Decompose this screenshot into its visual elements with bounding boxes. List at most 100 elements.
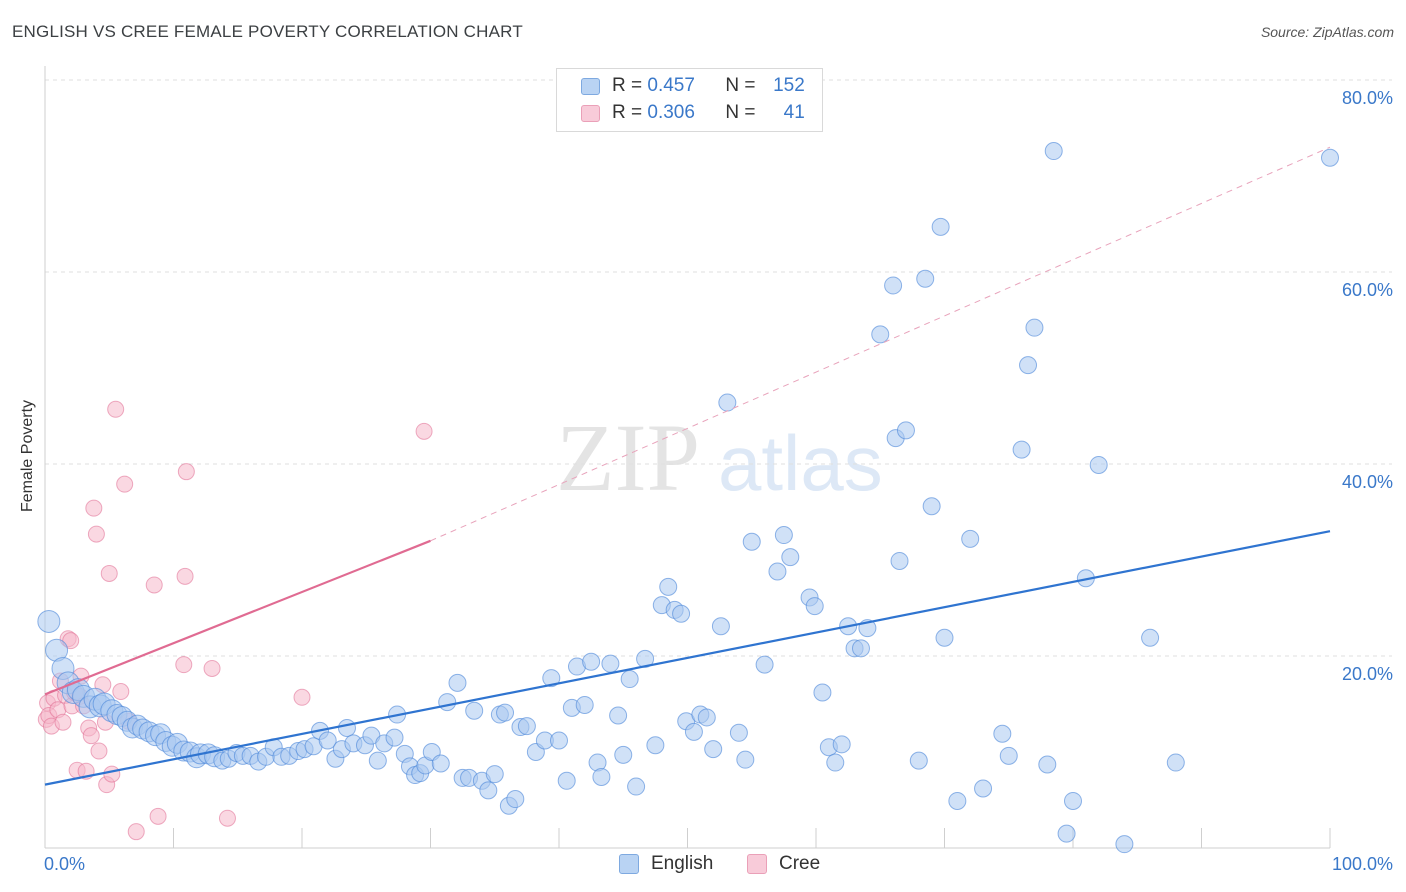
- cree-point: [90, 742, 108, 760]
- english-point: [318, 731, 337, 750]
- english-point: [1321, 148, 1339, 167]
- cree-point: [175, 656, 193, 674]
- cree-r-label: R =: [612, 102, 643, 123]
- cree-point: [87, 525, 105, 543]
- english-point: [805, 597, 824, 616]
- bottom-legend-cree: Cree: [747, 852, 820, 876]
- english-point: [506, 790, 525, 809]
- trend-lines: [44, 146, 1331, 786]
- cree-point: [103, 765, 121, 783]
- cree-legend-swatch: [747, 854, 767, 874]
- watermark: ZIP atlas: [556, 404, 883, 511]
- cree-n-label: N =: [725, 102, 756, 123]
- english-point: [711, 617, 730, 636]
- y-tick-label: 20.0%: [1342, 664, 1393, 684]
- english-point: [890, 551, 909, 570]
- english-point: [368, 751, 387, 770]
- english-point: [697, 708, 716, 727]
- english-point: [884, 276, 903, 295]
- cree-point: [116, 475, 134, 493]
- english-r-label: R =: [612, 75, 643, 96]
- english-point: [931, 217, 950, 236]
- english-swatch: [581, 77, 600, 95]
- cree-point: [127, 823, 145, 841]
- legend-row-english: R = 0.457 N = 152: [581, 74, 805, 98]
- english-point: [1012, 440, 1031, 459]
- english-point: [620, 670, 639, 689]
- english-point: [550, 731, 568, 750]
- y-tick-label: 80.0%: [1342, 88, 1393, 108]
- english-point: [774, 526, 793, 545]
- cree-trend-line: [44, 539, 431, 696]
- cree-point: [100, 564, 118, 582]
- cree-point: [145, 576, 163, 594]
- english-point: [646, 736, 665, 755]
- english-point: [768, 562, 787, 581]
- english-point: [438, 693, 457, 712]
- cree-point: [415, 422, 433, 440]
- english-point: [1064, 791, 1082, 810]
- english-point: [999, 746, 1018, 765]
- correlation-legend: R = 0.457 N = 152 R = 0.306 N = 41: [556, 68, 823, 132]
- english-point: [684, 722, 703, 741]
- english-point: [1044, 142, 1063, 161]
- cree-legend-label: Cree: [779, 853, 821, 874]
- english-n-value: 152: [773, 75, 805, 96]
- english-n-label: N =: [725, 75, 756, 96]
- cree-n-value: 41: [783, 102, 805, 123]
- axes: [44, 66, 1331, 849]
- english-point: [909, 751, 928, 770]
- english-legend-swatch: [619, 854, 639, 874]
- bottom-legend-english: English: [619, 852, 713, 876]
- english-point: [974, 779, 993, 798]
- english-point: [948, 791, 967, 810]
- english-point: [582, 652, 601, 671]
- chart-title: ENGLISH VS CREE FEMALE POVERTY CORRELATI…: [12, 22, 523, 41]
- english-point: [781, 548, 800, 567]
- english-point: [755, 655, 774, 674]
- english-point: [1089, 455, 1108, 474]
- english-trend-line: [44, 530, 1331, 786]
- y-tick-label: 60.0%: [1342, 280, 1393, 300]
- english-point: [337, 719, 356, 737]
- english-point: [496, 703, 515, 722]
- x-tick-label-min: 0.0%: [44, 854, 85, 874]
- english-point: [916, 269, 935, 288]
- english-point: [896, 421, 915, 440]
- english-point: [851, 639, 870, 658]
- english-point: [1025, 318, 1044, 337]
- tick-labels: 20.0% 40.0% 60.0% 80.0% 0.0% 100.0%: [44, 88, 1393, 874]
- cree-point: [54, 713, 72, 731]
- english-point: [601, 654, 620, 673]
- cree-point: [218, 809, 236, 827]
- cree-r-value: 0.306: [647, 102, 695, 123]
- watermark-zip: ZIP: [556, 404, 700, 511]
- english-point: [729, 723, 748, 742]
- english-point: [1115, 835, 1134, 854]
- english-point: [485, 765, 504, 784]
- english-point: [736, 750, 755, 769]
- english-point: [742, 532, 761, 551]
- english-point: [609, 706, 628, 725]
- english-point: [993, 724, 1012, 743]
- english-point: [922, 497, 941, 516]
- english-point: [37, 609, 61, 633]
- english-point: [517, 717, 536, 736]
- english-point: [542, 669, 561, 688]
- cree-swatch: [581, 104, 600, 122]
- english-point: [659, 577, 678, 596]
- english-point: [961, 529, 980, 548]
- cree-point: [177, 463, 195, 481]
- english-point: [385, 728, 404, 747]
- cree-point: [112, 683, 130, 701]
- cree-point: [107, 400, 125, 418]
- watermark-atlas: atlas: [718, 419, 883, 507]
- legend-row-cree: R = 0.306 N = 41: [581, 101, 805, 125]
- english-legend-label: English: [651, 853, 714, 874]
- english-point: [557, 771, 576, 790]
- english-series: [37, 142, 1339, 854]
- cree-point: [149, 807, 167, 825]
- english-point: [448, 673, 467, 692]
- cree-point: [85, 499, 103, 517]
